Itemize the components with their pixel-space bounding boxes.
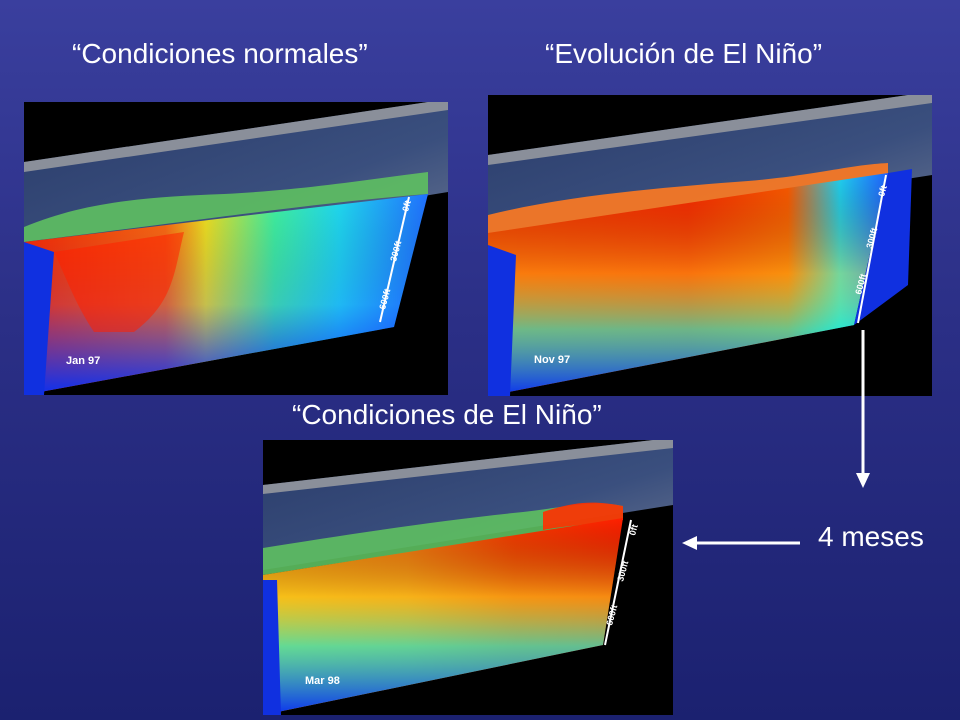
panel-date-label: Jan 97 [66, 355, 100, 367]
panel-date-label: Nov 97 [534, 354, 570, 366]
depth-tick-0ft: 0ft [876, 184, 889, 197]
title-el-nino-conditions: “Condiciones de El Niño” [292, 399, 602, 430]
title-normal-conditions: “Condiciones normales” [72, 38, 368, 69]
ocean-temperature-image-normal: 0ft 300ft 600ft Jan 97 [24, 102, 448, 395]
depth-tick-0ft: 0ft [400, 199, 413, 212]
ocean-panel-normal: 0ft 300ft 600ft Jan 97 [24, 102, 448, 395]
ocean-panel-evolution: 0ft 300ft 600ft Nov 97 [488, 95, 932, 396]
duration-label: 4 meses [818, 521, 924, 552]
panel-date-label: Mar 98 [305, 675, 340, 687]
title-el-nino-evolution: “Evolución de El Niño” [545, 38, 823, 69]
depth-tick-300ft: 300ft [615, 560, 630, 583]
ocean-temperature-image-nino: 0ft 300ft 600ft Mar 98 [263, 440, 673, 715]
ocean-panel-nino: 0ft 300ft 600ft Mar 98 [263, 440, 673, 715]
ocean-temperature-image-evolution: 0ft 300ft 600ft Nov 97 [488, 95, 932, 396]
left-arrow-icon [682, 536, 800, 550]
depth-tick-0ft: 0ft [627, 523, 640, 536]
